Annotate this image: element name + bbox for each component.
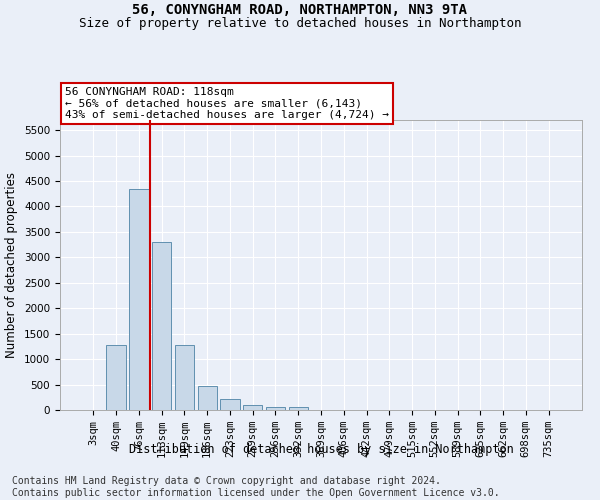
Bar — [152, 242, 172, 410]
Y-axis label: Number of detached properties: Number of detached properties — [5, 172, 19, 358]
Text: Size of property relative to detached houses in Northampton: Size of property relative to detached ho… — [79, 18, 521, 30]
Bar — [266, 407, 285, 410]
Text: 56, CONYNGHAM ROAD, NORTHAMPTON, NN3 9TA: 56, CONYNGHAM ROAD, NORTHAMPTON, NN3 9TA — [133, 2, 467, 16]
Bar — [175, 345, 194, 410]
Bar — [106, 346, 126, 410]
Text: Contains HM Land Registry data © Crown copyright and database right 2024.
Contai: Contains HM Land Registry data © Crown c… — [12, 476, 500, 498]
Text: 56 CONYNGHAM ROAD: 118sqm
← 56% of detached houses are smaller (6,143)
43% of se: 56 CONYNGHAM ROAD: 118sqm ← 56% of detac… — [65, 87, 389, 120]
Text: Distribution of detached houses by size in Northampton: Distribution of detached houses by size … — [128, 442, 514, 456]
Bar — [220, 399, 239, 410]
Bar — [243, 406, 262, 410]
Bar — [289, 408, 308, 410]
Bar — [129, 188, 149, 410]
Bar — [197, 386, 217, 410]
